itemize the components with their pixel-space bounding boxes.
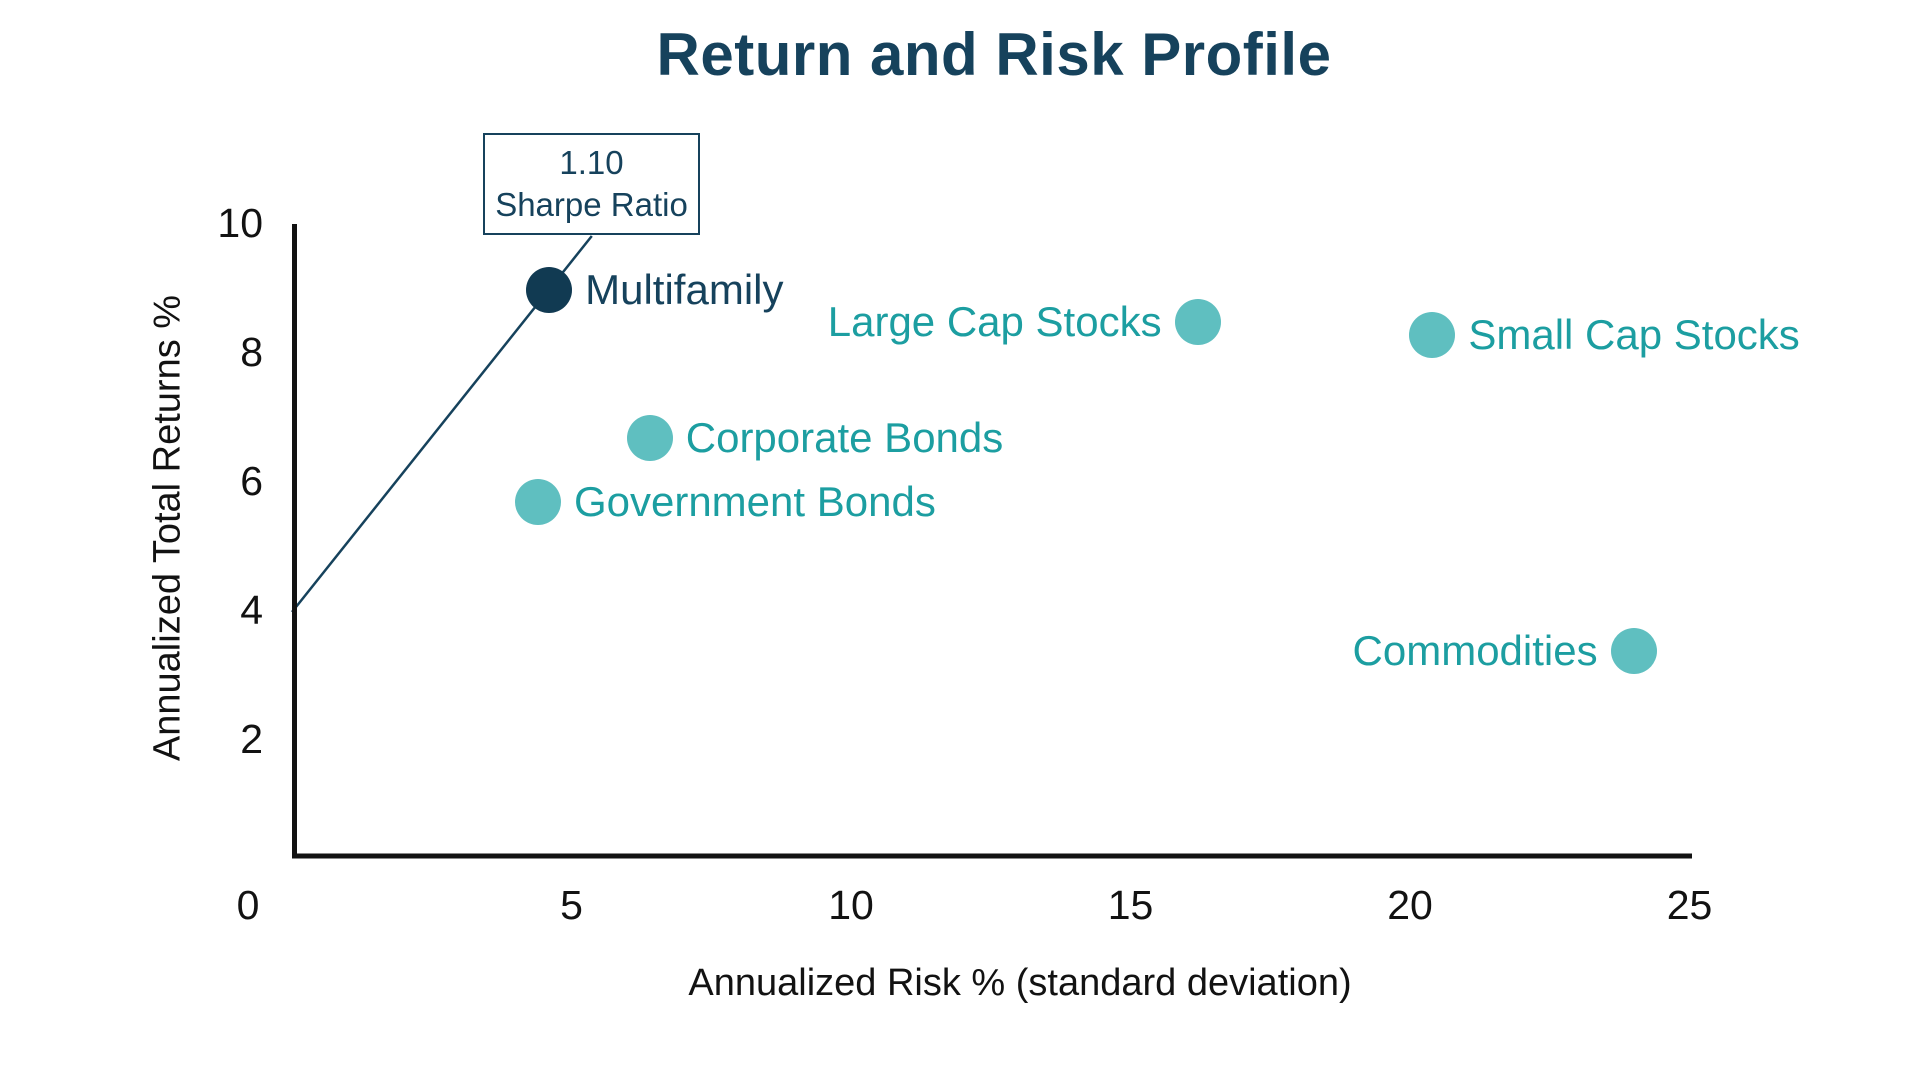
point-multifamily (526, 266, 573, 313)
x-tick-10: 10 (828, 882, 874, 928)
x-tick-15: 15 (1107, 882, 1154, 928)
x-axis-title: Annualized Risk % (standard deviation) (688, 962, 1352, 1004)
chart-title: Return and Risk Profile (656, 21, 1332, 88)
sharpe-ratio-label: Sharpe Ratio (495, 186, 688, 223)
sharpe-ratio-annotation-box: 1.10 Sharpe Ratio (483, 133, 700, 235)
point-label-corporate-bonds: Corporate Bonds (685, 413, 1004, 461)
point-government-bonds (514, 479, 561, 526)
y-tick-8: 8 (240, 329, 263, 375)
point-corporate-bonds (626, 414, 673, 461)
point-commodities (1610, 627, 1657, 674)
x-tick-25: 25 (1666, 882, 1713, 928)
x-tick-0: 0 (236, 882, 260, 928)
point-label-commodities: Commodities (1352, 626, 1598, 674)
point-label-small-cap-stocks: Small Cap Stocks (1468, 310, 1800, 358)
point-large-cap-stocks (1174, 298, 1221, 345)
point-label-government-bonds: Government Bonds (573, 478, 936, 526)
x-tick-5: 5 (560, 882, 583, 928)
point-label-multifamily: Multifamily (585, 265, 784, 313)
point-small-cap-stocks (1409, 311, 1456, 358)
x-tick-20: 20 (1387, 882, 1433, 928)
y-tick-6: 6 (240, 458, 263, 504)
sharpe-ratio-value: 1.10 (559, 144, 624, 181)
point-label-large-cap-stocks: Large Cap Stocks (827, 297, 1162, 345)
y-tick-4: 4 (240, 587, 263, 633)
y-tick-2: 2 (240, 716, 263, 762)
y-tick-10: 10 (217, 200, 263, 246)
